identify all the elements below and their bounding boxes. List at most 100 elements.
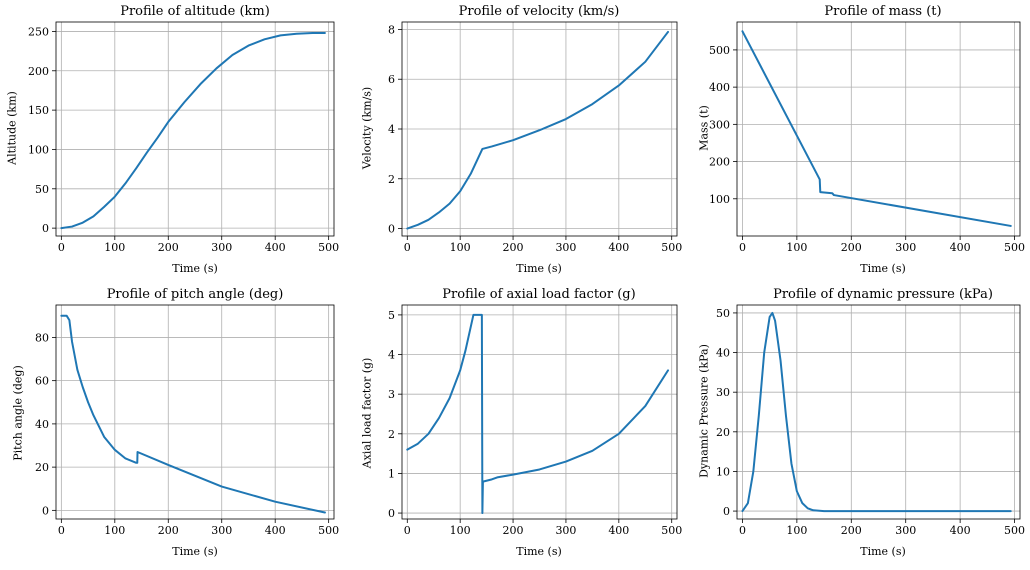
x-tick-label: 400 bbox=[608, 524, 629, 537]
series-line bbox=[60, 314, 326, 514]
x-tick-label: 300 bbox=[555, 524, 576, 537]
plot-area: 0 100 200 300 400 500 100 200 300 400 500 bbox=[709, 21, 1025, 254]
x-tick-label: 500 bbox=[661, 241, 682, 254]
x-tick-label: 0 bbox=[58, 241, 65, 254]
x-tick-label: 500 bbox=[661, 524, 682, 537]
x-tick-label: 500 bbox=[1004, 241, 1025, 254]
y-tick-label: 50 bbox=[716, 307, 730, 320]
y-tick-label: 2 bbox=[388, 428, 395, 441]
y-tick-label: 20 bbox=[35, 461, 49, 474]
y-tick-label: 400 bbox=[709, 81, 730, 94]
series-line bbox=[60, 32, 326, 230]
y-tick-label: 30 bbox=[716, 386, 730, 399]
plot-area: 0 100 200 300 400 500 0 50 100 150 200 250 bbox=[28, 21, 339, 254]
x-tick-label: 0 bbox=[739, 524, 746, 537]
axes-frame bbox=[736, 21, 1021, 237]
panel-pitch-angle: Profile of pitch angle (deg) 0 100 200 300 4… bbox=[0, 283, 343, 566]
panel-velocity: Profile of velocity (km/s) 0 100 200 300 400… bbox=[343, 0, 686, 283]
x-tick-label: 500 bbox=[318, 241, 339, 254]
x-tick-label: 100 bbox=[786, 241, 807, 254]
y-tick-label: 50 bbox=[35, 183, 49, 196]
y-tick-label: 4 bbox=[388, 123, 395, 136]
panel-altitude: Profile of altitude (km) 0 100 200 300 400 50… bbox=[0, 0, 343, 283]
x-tick-label: 200 bbox=[503, 241, 524, 254]
chart-title: Profile of altitude (km) bbox=[120, 4, 270, 19]
x-axis-label: Time (s) bbox=[172, 545, 218, 558]
x-axis-label: Time (s) bbox=[516, 545, 562, 558]
x-tick-label: 200 bbox=[841, 524, 862, 537]
y-tick-label: 0 bbox=[388, 223, 395, 236]
y-tick-label: 1 bbox=[388, 467, 395, 480]
x-tick-label: 200 bbox=[158, 524, 179, 537]
series-line bbox=[406, 30, 670, 230]
x-tick-label: 0 bbox=[58, 524, 65, 537]
x-tick-label: 200 bbox=[158, 241, 179, 254]
y-axis-label: Axial load factor (g) bbox=[360, 357, 374, 469]
y-axis-label: Mass (t) bbox=[697, 105, 711, 151]
y-tick-label: 150 bbox=[28, 104, 49, 117]
panel-dynamic-pressure: Profile of dynamic pressure (kPa) 0 100 20… bbox=[686, 283, 1030, 566]
y-tick-label: 200 bbox=[28, 65, 49, 78]
y-tick-label: 6 bbox=[388, 73, 395, 86]
chart-title: Profile of pitch angle (deg) bbox=[106, 287, 284, 302]
x-tick-label: 400 bbox=[950, 241, 971, 254]
x-tick-label: 0 bbox=[739, 241, 746, 254]
chart-title: Profile of velocity (km/s) bbox=[458, 4, 620, 19]
series-line bbox=[741, 311, 1012, 513]
axes-frame bbox=[736, 304, 1021, 520]
y-tick-label: 0 bbox=[723, 505, 730, 518]
y-tick-label: 20 bbox=[716, 426, 730, 439]
x-tick-label: 100 bbox=[104, 524, 125, 537]
y-tick-label: 5 bbox=[388, 309, 395, 322]
y-tick-label: 4 bbox=[388, 349, 395, 362]
x-tick-label: 0 bbox=[404, 241, 411, 254]
x-tick-label: 300 bbox=[895, 241, 916, 254]
y-tick-label: 0 bbox=[42, 222, 49, 235]
y-tick-label: 8 bbox=[388, 23, 395, 36]
x-tick-label: 400 bbox=[265, 241, 286, 254]
x-tick-label: 500 bbox=[318, 524, 339, 537]
x-tick-label: 300 bbox=[555, 241, 576, 254]
x-axis-label: Time (s) bbox=[172, 262, 218, 275]
plot-area: 0 100 200 300 400 500 0 1 2 3 4 5 bbox=[388, 304, 682, 537]
panel-mass: Profile of mass (t) 0 100 200 300 400 500 100 2… bbox=[686, 0, 1030, 283]
y-tick-label: 40 bbox=[35, 418, 49, 431]
x-tick-label: 400 bbox=[608, 241, 629, 254]
y-tick-label: 2 bbox=[388, 173, 395, 186]
y-tick-label: 10 bbox=[716, 465, 730, 478]
x-axis-label: Time (s) bbox=[860, 545, 906, 558]
y-tick-label: 250 bbox=[28, 25, 49, 38]
x-tick-label: 100 bbox=[450, 241, 471, 254]
x-tick-label: 200 bbox=[503, 524, 524, 537]
y-tick-label: 60 bbox=[35, 375, 49, 388]
chart-title: Profile of mass (t) bbox=[824, 4, 942, 19]
y-tick-label: 200 bbox=[709, 156, 730, 169]
x-tick-label: 300 bbox=[211, 241, 232, 254]
axes-frame bbox=[55, 304, 335, 520]
plot-area: 0 100 200 300 400 500 0 20 40 60 80 bbox=[35, 304, 339, 537]
chart-title: Profile of dynamic pressure (kPa) bbox=[773, 287, 993, 302]
panel-axial-load-factor: Profile of axial load factor (g) 0 100 200… bbox=[343, 283, 686, 566]
y-axis-label: Velocity (km/s) bbox=[360, 86, 374, 170]
x-axis-label: Time (s) bbox=[860, 262, 906, 275]
y-tick-label: 80 bbox=[35, 331, 49, 344]
x-axis-label: Time (s) bbox=[516, 262, 562, 275]
x-tick-label: 100 bbox=[786, 524, 807, 537]
x-tick-label: 400 bbox=[265, 524, 286, 537]
x-tick-label: 200 bbox=[841, 241, 862, 254]
x-tick-label: 0 bbox=[404, 524, 411, 537]
x-tick-label: 100 bbox=[104, 241, 125, 254]
y-tick-label: 0 bbox=[388, 507, 395, 520]
x-tick-label: 400 bbox=[950, 524, 971, 537]
y-tick-label: 3 bbox=[388, 388, 395, 401]
series-line bbox=[406, 313, 670, 515]
y-tick-label: 0 bbox=[42, 504, 49, 517]
y-tick-label: 300 bbox=[709, 118, 730, 131]
x-tick-label: 500 bbox=[1004, 524, 1025, 537]
series-line bbox=[741, 30, 1012, 227]
y-tick-label: 40 bbox=[716, 347, 730, 360]
y-axis-label: Dynamic Pressure (kPa) bbox=[697, 344, 711, 478]
axes-frame bbox=[401, 304, 678, 520]
x-tick-label: 300 bbox=[895, 524, 916, 537]
